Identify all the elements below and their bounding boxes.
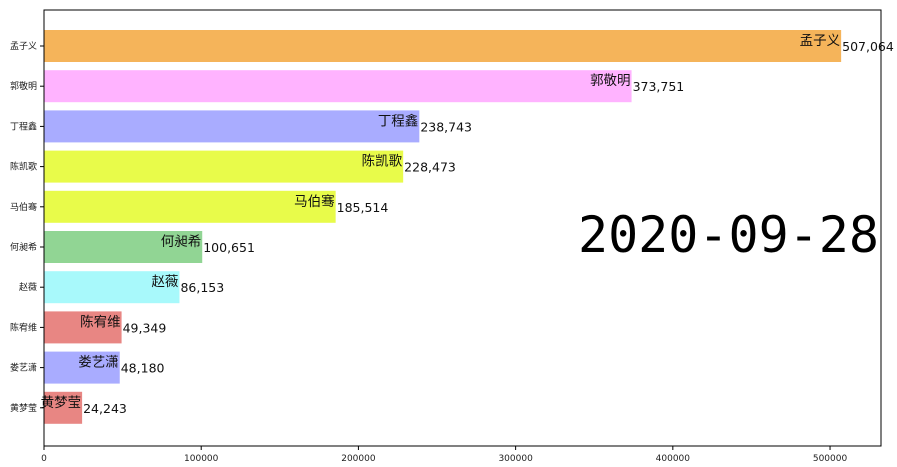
bar [44, 190, 336, 223]
bar-name-label: 陈凯歌 [362, 153, 403, 170]
bar [44, 110, 420, 143]
bar [44, 30, 842, 62]
bars-layer: 孟子义 507,064 郭敬明 373,751 丁程鑫 238,743 陈凯歌 228,473… [41, 30, 894, 424]
y-tick-label: 娄艺潇 [10, 362, 37, 374]
y-tick-label: 丁程鑫 [10, 120, 37, 132]
x-tick-label: 200000 [341, 454, 376, 464]
x-tick-label: 400000 [656, 454, 691, 464]
bar [44, 231, 203, 263]
y-tick-label: 马伯骞 [10, 201, 37, 213]
x-tick-label: 0 [41, 454, 47, 464]
bar-value-label: 24,243 [83, 401, 127, 416]
bar-name-label: 马伯骞 [294, 194, 335, 210]
bar-name-label: 丁程鑫 [378, 112, 419, 129]
y-tick-label: 孟子义 [10, 41, 37, 52]
bar-name-label: 陈宥维 [80, 313, 121, 330]
bar-name-label: 娄艺潇 [78, 355, 119, 371]
bar-value-label: 86,153 [180, 280, 224, 295]
bar-value-label: 507,064 [842, 39, 894, 54]
bar-name-label: 郭敬明 [590, 72, 631, 89]
bar-name-label: 黄梦莹 [41, 395, 82, 411]
bar-value-label: 49,349 [123, 320, 167, 335]
bar [44, 391, 83, 424]
y-tick-label: 赵薇 [19, 281, 37, 293]
bar-value-label: 228,473 [404, 160, 456, 175]
bar-value-label: 238,743 [420, 119, 472, 134]
bar [44, 311, 122, 344]
x-tick-label: 500000 [813, 454, 848, 464]
y-tick-label: 何昶希 [10, 241, 37, 253]
bar [44, 351, 120, 384]
bar-value-label: 185,514 [337, 200, 389, 215]
bar-value-label: 100,651 [203, 240, 255, 255]
bar-name-label: 何昶希 [161, 234, 202, 250]
date-label: 2020-09-28 [578, 206, 879, 264]
bar-name-label: 孟子义 [800, 33, 841, 49]
x-tick-label: 300000 [498, 454, 533, 464]
y-tick-label: 陈宥维 [10, 321, 37, 333]
bar [44, 271, 180, 304]
y-tick-label: 郭敬明 [10, 80, 37, 92]
plot-frame [43, 9, 882, 447]
bar-value-label: 373,751 [633, 79, 685, 94]
bar [44, 150, 404, 183]
bar-name-label: 赵薇 [151, 274, 178, 290]
bar [44, 70, 632, 103]
y-tick-label: 陈凯歌 [10, 161, 37, 173]
y-tick-label: 黄梦莹 [10, 402, 37, 414]
bar-value-label: 48,180 [121, 361, 165, 376]
x-tick-label: 100000 [184, 454, 219, 464]
